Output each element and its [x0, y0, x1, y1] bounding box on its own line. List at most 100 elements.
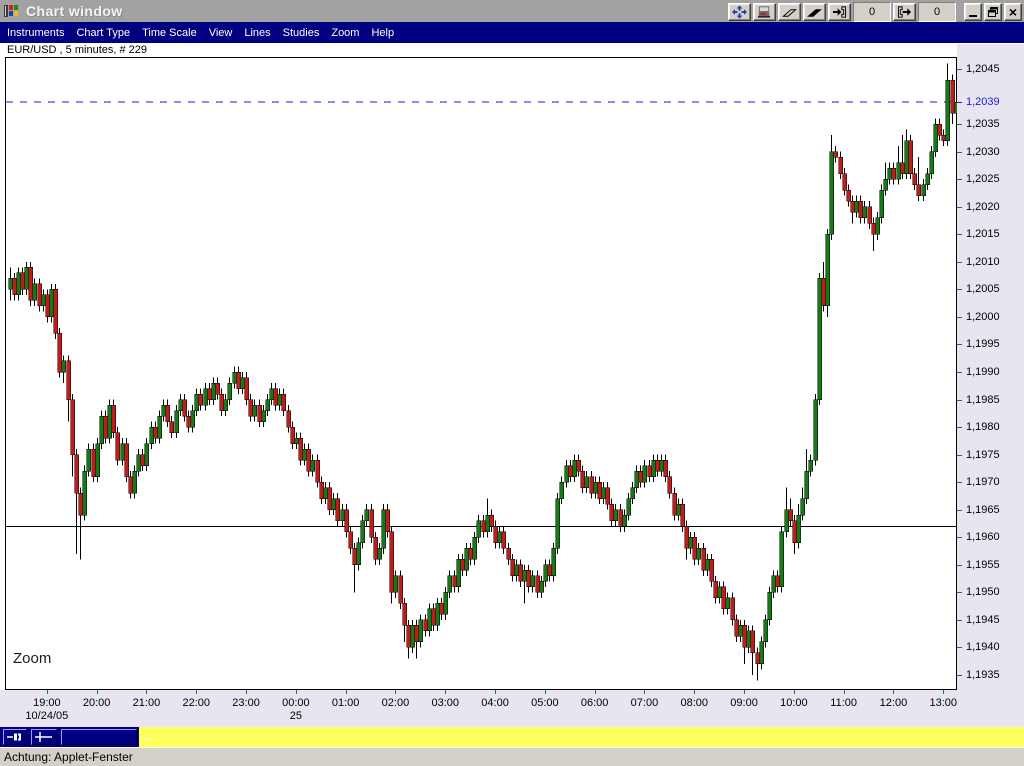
save-button[interactable] [753, 3, 776, 21]
candle-body [559, 481, 564, 499]
candle-body [32, 283, 37, 301]
price-tick-label: 1,1950 [966, 586, 1000, 599]
minimize-button[interactable] [964, 3, 982, 21]
menu-item-lines[interactable]: Lines [244, 26, 271, 39]
zoom-mode-label: Zoom [13, 650, 52, 667]
crosshair-button[interactable] [31, 729, 57, 745]
candle-body [804, 470, 809, 499]
candle-body [526, 570, 531, 588]
price-tick-label: 1,2030 [966, 145, 1000, 158]
restore-icon [988, 7, 998, 17]
price-tick [957, 427, 962, 429]
pin-button[interactable] [3, 729, 27, 745]
candle-body [431, 608, 436, 626]
candle-body [132, 470, 137, 494]
candle-body [248, 399, 253, 417]
candle-body [688, 537, 693, 549]
price-tick [957, 102, 962, 104]
candle-body [497, 531, 502, 544]
candle-body [850, 200, 855, 213]
candle-body [485, 514, 490, 533]
candle-body [825, 234, 830, 307]
candle-body [871, 223, 876, 235]
candle-body [796, 514, 801, 544]
time-tick [843, 690, 845, 694]
candle-body [543, 564, 548, 582]
time-tick [445, 690, 447, 694]
filled-trendline-icon [807, 9, 822, 17]
status-bar: Achtung: Applet-Fenster [0, 747, 1024, 766]
menu-item-instruments[interactable]: Instruments [7, 26, 65, 39]
bottom-toolbar-buttons [0, 727, 139, 747]
candle-body [456, 559, 461, 588]
price-tick-label: 1,1965 [966, 503, 1000, 516]
candle-body [476, 520, 481, 538]
candle-body [124, 443, 129, 477]
candle-body [725, 597, 730, 610]
candle-body [161, 404, 166, 417]
candle-body [406, 625, 411, 648]
time-tick [345, 690, 347, 694]
close-icon: × [1008, 4, 1018, 20]
price-tick [957, 179, 962, 181]
candle-body [120, 443, 125, 461]
candle-body [929, 151, 934, 174]
menu-item-help[interactable]: Help [371, 26, 395, 39]
price-tick [957, 647, 962, 649]
price-tick-label: 1,2045 [966, 63, 1000, 75]
titlebar-toolbar: 0 0 × [728, 2, 1022, 22]
menu-item-chart-type[interactable]: Chart Type [76, 26, 131, 39]
candle-body [16, 272, 21, 296]
candle-body [41, 294, 46, 307]
price-tick [957, 234, 962, 236]
blank-button[interactable] [61, 729, 137, 745]
candlestick-plot[interactable] [5, 57, 959, 690]
filled-trendline-button[interactable] [803, 3, 826, 21]
candle-body [277, 393, 282, 406]
scroll-into-button[interactable] [828, 3, 851, 21]
price-tick-label: 1,1940 [966, 641, 1000, 654]
candle-body [651, 459, 656, 477]
candle-body [348, 531, 353, 549]
candle-body [20, 272, 25, 290]
menu-item-zoom[interactable]: Zoom [331, 26, 360, 39]
candle-body [207, 388, 212, 400]
plot-border [5, 57, 957, 690]
scroll-out-button[interactable] [893, 3, 916, 21]
candle-body [692, 537, 697, 560]
candle-body [107, 404, 112, 439]
candle-body [875, 217, 880, 235]
chart-canvas[interactable] [5, 57, 959, 690]
candle-body [360, 520, 365, 544]
price-tick-label: 1,2000 [966, 310, 1000, 323]
candle-body [402, 603, 407, 626]
time-tick [544, 690, 546, 694]
price-tick-label: 1,2025 [966, 173, 1000, 186]
price-tick [957, 344, 962, 346]
move-button[interactable] [728, 3, 751, 21]
trendline-button[interactable] [778, 3, 801, 21]
candle-body [713, 581, 718, 599]
price-tick-label: 1,2015 [966, 228, 1000, 241]
candle-body [659, 459, 664, 472]
price-tick-label: 1,2020 [966, 200, 1000, 213]
candle-body [128, 476, 133, 494]
price-tick [957, 482, 962, 484]
chart-title: EUR/USD , 5 minutes, # 229 [7, 44, 148, 56]
candle-body [418, 619, 423, 643]
candle-body [236, 371, 241, 389]
candle-body [306, 448, 311, 472]
time-tick-label: 04:00 [481, 697, 509, 709]
menu-item-view[interactable]: View [208, 26, 233, 39]
candle-body [530, 575, 535, 588]
candle-body [580, 470, 585, 488]
menu-item-studies[interactable]: Studies [282, 26, 320, 39]
candle-body [883, 178, 888, 191]
menu-item-time-scale[interactable]: Time Scale [142, 26, 197, 39]
candle-body [203, 388, 208, 406]
close-button[interactable]: × [1004, 3, 1022, 21]
price-tick-label: 1,2005 [966, 283, 1000, 296]
price-tick-label: 1,2010 [966, 255, 1000, 268]
restore-button[interactable] [984, 3, 1002, 21]
